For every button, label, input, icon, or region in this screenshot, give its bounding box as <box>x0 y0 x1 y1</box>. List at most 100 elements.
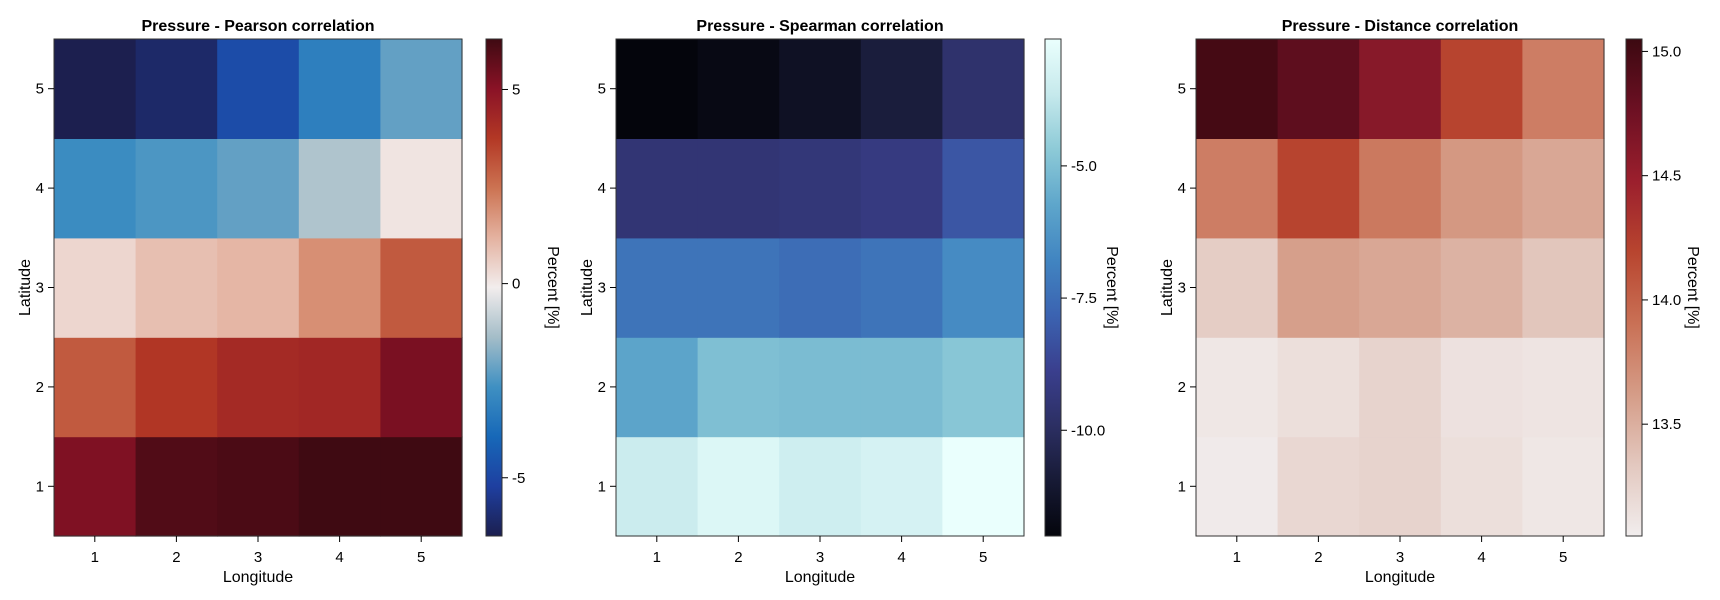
heatmap-cell <box>860 237 943 338</box>
heatmap-cell <box>1196 237 1279 338</box>
heatmap-cell <box>1196 337 1279 438</box>
colorbar <box>1044 38 1062 537</box>
heatmap-cell <box>1522 436 1605 537</box>
heatmap-cell <box>1277 138 1360 239</box>
y-axis-label: Latitude <box>17 259 34 316</box>
x-tick-label: 5 <box>979 549 987 566</box>
heatmap-cell <box>1277 337 1360 438</box>
x-tick-label: 1 <box>1233 549 1241 566</box>
heatmap-cell <box>54 237 137 338</box>
heatmap-cell <box>1440 39 1523 139</box>
x-tick-label: 3 <box>254 549 262 566</box>
heatmap-cell <box>217 138 300 239</box>
heatmap-cell <box>1359 337 1442 438</box>
y-tick-label: 3 <box>36 280 44 297</box>
colorbar-tick-label: -5 <box>512 470 525 487</box>
x-tick-label: 1 <box>91 549 99 566</box>
x-tick-label: 3 <box>1396 549 1404 566</box>
heatmap-cell <box>860 337 943 438</box>
y-tick-label: 1 <box>598 478 606 495</box>
y-tick-label: 4 <box>598 180 606 197</box>
x-tick-label: 4 <box>1477 549 1485 566</box>
heatmap-cell <box>1522 237 1605 338</box>
heatmap-cell <box>779 138 862 239</box>
y-tick-label: 4 <box>36 180 44 197</box>
heatmap-cell <box>1522 39 1605 139</box>
heatmap-cell <box>616 237 699 338</box>
x-tick-label: 4 <box>335 549 343 566</box>
heatmap-cell <box>298 337 381 438</box>
heatmap-cell <box>217 237 300 338</box>
colorbar-tick-label: -10.0 <box>1071 422 1105 439</box>
heatmap-cell <box>380 138 463 239</box>
heatmap-cell <box>298 436 381 537</box>
panel-title: Pressure - Distance correlation <box>1282 18 1519 35</box>
heatmap-cell <box>135 237 218 338</box>
colorbar-tick-label: 5 <box>512 81 520 98</box>
heatmap-cell <box>697 138 780 239</box>
x-tick-label: 5 <box>1559 549 1567 566</box>
heatmap-cell <box>1440 337 1523 438</box>
heatmap-cell <box>860 436 943 537</box>
heatmap-cell <box>217 39 300 139</box>
heatmap-cell <box>942 138 1025 239</box>
colorbar-tick-label: -5.0 <box>1071 158 1097 175</box>
heatmap-cell <box>54 337 137 438</box>
heatmap-cell <box>1196 39 1279 139</box>
y-tick-label: 5 <box>598 81 606 98</box>
heatmap-cell <box>298 39 381 139</box>
y-tick-label: 3 <box>598 280 606 297</box>
x-axis-label: Longitude <box>785 569 855 586</box>
heatmap-cell <box>135 138 218 239</box>
heatmap-cell <box>1359 237 1442 338</box>
y-tick-label: 2 <box>1178 379 1186 396</box>
heatmap-cell <box>942 39 1025 139</box>
heatmap-cell <box>616 138 699 239</box>
panel-title: Pressure - Pearson correlation <box>142 18 375 35</box>
y-tick-label: 4 <box>1178 180 1186 197</box>
heatmap-cell <box>380 39 463 139</box>
colorbar-tick-label: -7.5 <box>1071 290 1097 307</box>
heatmap-cell <box>1522 337 1605 438</box>
colorbar-label: Percent [%] <box>1103 246 1120 329</box>
y-tick-label: 1 <box>36 478 44 495</box>
x-tick-label: 4 <box>897 549 905 566</box>
heatmap-cell <box>1277 39 1360 139</box>
y-tick-label: 2 <box>598 379 606 396</box>
heatmap-cell <box>1440 138 1523 239</box>
colorbar <box>1625 38 1643 537</box>
heatmap-cell <box>1277 436 1360 537</box>
heatmap-cell <box>1522 138 1605 239</box>
heatmap-cell <box>135 39 218 139</box>
heatmap-cell <box>616 337 699 438</box>
y-tick-label: 5 <box>1178 81 1186 98</box>
heatmap-cell <box>616 39 699 139</box>
x-tick-label: 1 <box>653 549 661 566</box>
x-axis-label: Longitude <box>223 569 293 586</box>
colorbar-label: Percent [%] <box>544 246 561 329</box>
heatmap-cell <box>1277 237 1360 338</box>
colorbar-tick-label: 14.5 <box>1652 168 1681 185</box>
heatmap-cell <box>616 436 699 537</box>
heatmap-cell <box>298 138 381 239</box>
heatmap-cell <box>779 39 862 139</box>
y-tick-label: 1 <box>1178 478 1186 495</box>
heatmap-panel-2: Pressure - Spearman correlation 1 2 3 4 5 1 2 3 4… <box>579 18 1120 586</box>
heatmap-cell <box>1359 39 1442 139</box>
y-tick-label: 2 <box>36 379 44 396</box>
heatmap-panel-3: Pressure - Distance correlation 1 2 3 4 5 1 2 3 4… <box>1159 18 1701 586</box>
y-axis-label: Latitude <box>1159 259 1176 316</box>
heatmap-cell <box>217 436 300 537</box>
y-axis-label: Latitude <box>579 259 596 316</box>
heatmap-cell <box>54 436 137 537</box>
heatmap-cell <box>1440 436 1523 537</box>
heatmap-cell <box>697 39 780 139</box>
heatmap-cell <box>54 138 137 239</box>
x-tick-label: 5 <box>417 549 425 566</box>
heatmap-cell <box>697 436 780 537</box>
x-tick-label: 2 <box>172 549 180 566</box>
heatmap-cell <box>1196 138 1279 239</box>
heatmap-cell <box>1359 138 1442 239</box>
heatmap-cell <box>1359 436 1442 537</box>
heatmap-panel-1: Pressure - Pearson correlation 1 2 3 4 5 1 2 3 4 5… <box>17 18 561 586</box>
